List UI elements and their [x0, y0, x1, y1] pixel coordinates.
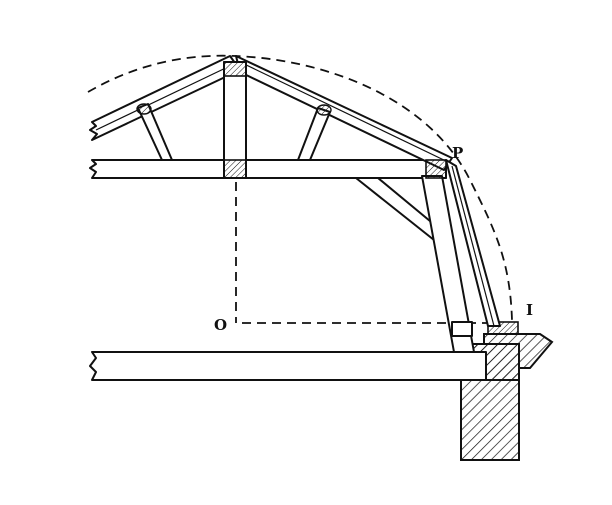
right-strut	[297, 104, 332, 161]
mansard-rafter	[445, 159, 501, 327]
inclined-post	[421, 159, 475, 353]
king-post	[223, 61, 247, 179]
left-upper-rafter	[89, 55, 241, 141]
left-strut	[136, 103, 173, 161]
masonry-wall	[460, 321, 554, 461]
label-o: O	[214, 316, 227, 334]
label-i: I	[526, 301, 533, 319]
label-p: P	[452, 144, 463, 162]
foot-block	[451, 321, 473, 337]
construction-arc	[87, 54, 513, 321]
tie-beam	[89, 159, 447, 179]
floor-beam	[89, 351, 487, 381]
right-upper-rafter	[235, 55, 453, 171]
